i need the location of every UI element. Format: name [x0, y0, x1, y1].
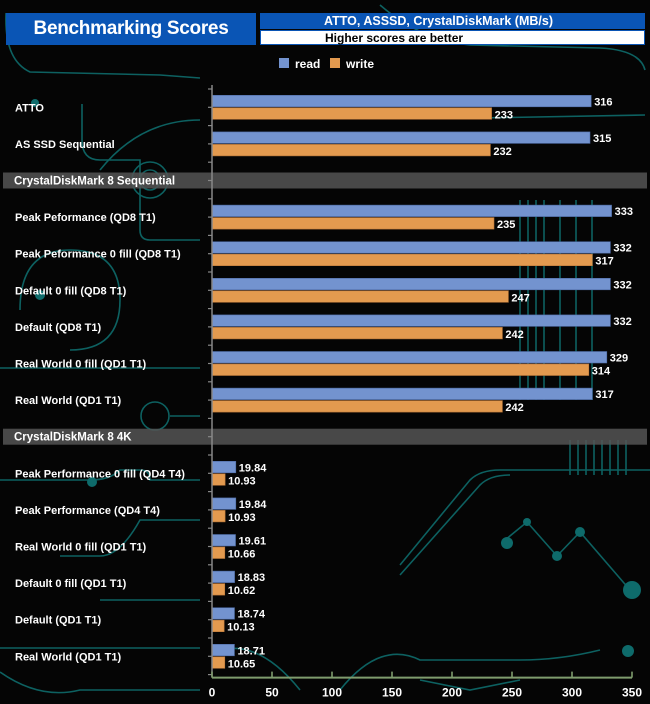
category-label: Real World (QD1 T1) [15, 651, 121, 663]
bar-write [211, 619, 225, 633]
value-label-write: 247 [511, 292, 529, 304]
value-label-write: 235 [497, 219, 515, 231]
value-label-read: 332 [613, 316, 631, 328]
value-label-read: 19.84 [239, 462, 267, 474]
value-label-read: 317 [595, 389, 613, 401]
chart-note-text: Higher scores are better [325, 31, 464, 45]
bar-read [211, 277, 611, 291]
category-label: Peak Performance (QD4 T4) [15, 505, 160, 517]
category-label: Peak Peformance (QD8 T1) [15, 212, 156, 224]
value-label-write: 10.62 [228, 585, 256, 597]
value-label-read: 18.74 [237, 609, 265, 621]
legend-write-swatch [330, 58, 340, 68]
category-label: Peak Performance 0 fill (QD4 T4) [15, 468, 185, 480]
value-label-read: 332 [613, 279, 631, 291]
category-label: ATTO [15, 102, 44, 114]
value-label-read: 315 [593, 133, 611, 145]
category-label: Real World 0 fill (QD1 T1) [15, 359, 147, 371]
bar-write [211, 107, 492, 120]
section-band [3, 428, 647, 445]
section-header-label: CrystalDiskMark 8 Sequential [14, 176, 175, 188]
value-label-read: 333 [615, 206, 633, 218]
chart-subtitle: ATTO, ASSSD, CrystalDiskMark (MB/s) [260, 13, 645, 29]
bar-write [211, 656, 226, 669]
x-tick-label: 300 [562, 686, 582, 700]
category-label: AS SSD Sequential [15, 139, 115, 151]
value-label-write: 10.93 [228, 475, 256, 487]
value-label-read: 332 [613, 243, 631, 255]
bar-read [211, 314, 611, 327]
category-label: Real World 0 fill (QD1 T1) [15, 542, 147, 554]
bar-write [211, 510, 226, 523]
bar-read [211, 241, 611, 254]
bar-write [211, 290, 509, 303]
bar-read [211, 497, 237, 510]
x-tick-label: 200 [442, 686, 462, 700]
bar-read [211, 607, 235, 620]
bar-read [211, 534, 236, 547]
bar-write [211, 327, 503, 340]
x-tick-label: 100 [322, 686, 342, 700]
x-tick-label: 250 [502, 686, 522, 700]
x-tick-label: 350 [622, 686, 642, 700]
bar-write [211, 583, 226, 596]
bar-read [211, 351, 608, 364]
bar-write [211, 253, 593, 266]
x-tick-label: 150 [382, 686, 402, 700]
chart-note: Higher scores are better [260, 30, 645, 45]
legend-write-label: write [345, 57, 374, 71]
value-label-write: 317 [595, 256, 613, 268]
value-label-write: 233 [495, 109, 513, 121]
bar-read [211, 204, 612, 217]
section-band [3, 172, 647, 189]
value-label-read: 316 [594, 96, 612, 108]
bar-read [211, 131, 591, 144]
value-label-read: 18.83 [238, 572, 266, 584]
legend: read write [279, 57, 374, 71]
category-label: Default 0 fill (QD1 T1) [15, 578, 127, 590]
bar-write [211, 144, 491, 157]
bar-read [211, 643, 235, 657]
bar-write [211, 217, 495, 230]
bar-write [211, 400, 503, 413]
value-label-write: 10.13 [227, 622, 255, 634]
value-label-read: 18.71 [237, 645, 265, 657]
value-label-write: 314 [592, 366, 611, 378]
bar-read [211, 570, 235, 583]
chart-subtitle-text: ATTO, ASSSD, CrystalDiskMark (MB/s) [324, 14, 553, 28]
bar-write [211, 363, 590, 376]
bar-write [211, 546, 226, 559]
legend-read-swatch [279, 58, 289, 68]
bar-read [211, 460, 237, 474]
bar-read [211, 387, 593, 400]
category-label: Default 0 fill (QD8 T1) [15, 285, 127, 297]
value-label-write: 10.65 [228, 658, 256, 670]
category-label: Default (QD8 T1) [15, 322, 102, 334]
chart-title: Benchmarking Scores [6, 13, 256, 45]
category-label: Default (QD1 T1) [15, 615, 102, 627]
category-label: Peak Peformance 0 fill (QD8 T1) [15, 249, 181, 261]
x-tick-label: 50 [265, 686, 279, 700]
value-label-write: 232 [493, 146, 511, 158]
x-tick-label: 0 [209, 686, 216, 700]
bar-write [211, 473, 226, 486]
value-label-read: 329 [610, 353, 628, 365]
value-label-write: 242 [505, 329, 523, 341]
legend-read-label: read [295, 57, 320, 71]
value-label-write: 242 [505, 402, 523, 414]
value-label-read: 19.61 [239, 536, 267, 548]
section-header-label: CrystalDiskMark 8 4K [14, 432, 132, 444]
value-label-read: 19.84 [239, 499, 267, 511]
bar-read [211, 95, 592, 108]
value-label-write: 10.66 [228, 549, 256, 561]
category-label: Real World (QD1 T1) [15, 395, 121, 407]
value-label-write: 10.93 [228, 512, 256, 524]
